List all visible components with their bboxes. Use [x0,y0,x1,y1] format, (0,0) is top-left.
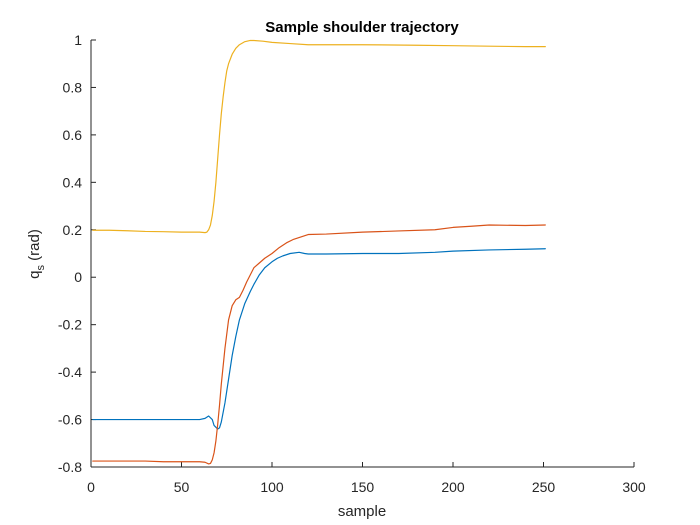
x-tick-label: 100 [260,479,284,495]
y-tick-label: 0 [74,269,82,285]
series-line-3 [92,39,546,234]
y-tick-label: -0.8 [58,459,82,475]
x-ticks: 0 50 100 150 200 250 300 [87,462,646,495]
y-tick-label: 0.6 [63,127,83,143]
x-tick-label: 0 [87,479,95,495]
x-tick-label: 200 [441,479,465,495]
y-axis-label-suffix: (rad) [26,229,43,265]
y-tick-label: 0.2 [63,222,83,238]
x-axis-label: sample [338,503,386,520]
x-tick-label: 150 [351,479,375,495]
chart-title: Sample shoulder trajectory [265,19,459,36]
x-tick-label: 50 [174,479,190,495]
y-tick-label: -0.6 [58,412,82,428]
y-axis-label-main: q [26,271,43,279]
y-axis-label-sub: s [35,265,47,271]
y-tick-label: -0.2 [58,317,82,333]
y-tick-label: 0.4 [63,174,83,190]
y-ticks: -0.8 -0.6 -0.4 -0.2 0 0.2 0.4 0.6 0.8 1 [58,32,96,475]
y-tick-label: 0.8 [63,79,83,95]
series-group [92,39,546,465]
y-tick-label: 1 [74,32,82,48]
y-axis-label: qs (rad) [26,229,47,279]
x-tick-label: 300 [622,479,646,495]
series-line-1 [92,248,546,430]
x-tick-label: 250 [532,479,556,495]
y-tick-label: -0.4 [58,364,82,380]
series-line-2 [92,224,546,465]
